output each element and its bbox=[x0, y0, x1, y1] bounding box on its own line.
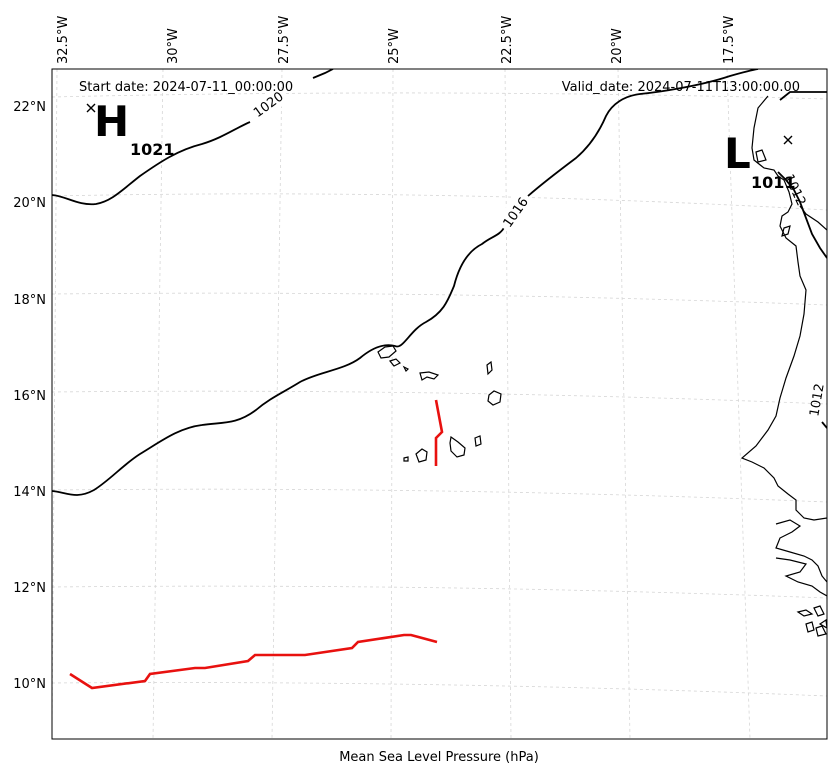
cape-verde-islands bbox=[377, 345, 502, 463]
track-segment-cape-verde bbox=[434, 399, 444, 466]
isobar-1012-coast bbox=[777, 171, 827, 259]
isobar-1020-north bbox=[312, 69, 334, 79]
lat-label-22n: 22°N bbox=[13, 100, 46, 115]
brava-island bbox=[403, 456, 409, 462]
isobar-1020 bbox=[52, 121, 251, 206]
lon-label-30w: 30°W bbox=[166, 28, 181, 64]
sao-nicolau-island bbox=[419, 371, 440, 381]
fogo-island bbox=[415, 448, 428, 463]
lat-label-16n: 16°N bbox=[13, 389, 46, 404]
graticule bbox=[52, 69, 827, 739]
lat-label-18n: 18°N bbox=[13, 293, 46, 308]
lat-label-20n: 20°N bbox=[13, 196, 46, 211]
low-center-marker bbox=[783, 135, 793, 145]
valid-date-label: Valid_date: 2024-07-11T13:00:00.00 bbox=[562, 80, 800, 95]
high-pressure-letter: H bbox=[94, 97, 129, 146]
lon-label-27-5w: 27.5°W bbox=[277, 16, 292, 64]
footer-label: Mean Sea Level Pressure (hPa) bbox=[339, 750, 539, 765]
isobar-1016-east bbox=[527, 69, 759, 197]
high-pressure-value: 1021 bbox=[130, 140, 175, 159]
lon-label-17-5w: 17.5°W bbox=[722, 16, 737, 64]
lon-label-32-5w: 32.5°W bbox=[56, 16, 71, 64]
santo-antao-island bbox=[377, 345, 397, 359]
isobar-label-1012-south: 1012 bbox=[807, 382, 828, 417]
santiago-island bbox=[449, 435, 466, 458]
sao-vicente-island bbox=[388, 358, 402, 367]
lon-label-22-5w: 22.5°W bbox=[500, 16, 515, 64]
longitude-labels: 32.5°W 30°W 27.5°W 25°W 22.5°W 20°W 17.5… bbox=[56, 16, 737, 64]
isobars bbox=[52, 69, 827, 496]
lat-label-10n: 10°N bbox=[13, 677, 46, 692]
low-pressure-value: 1011 bbox=[751, 173, 796, 192]
high-center-marker bbox=[86, 103, 96, 113]
start-date-label: Start date: 2024-07-11_00:00:00 bbox=[79, 80, 293, 95]
lat-label-12n: 12°N bbox=[13, 581, 46, 596]
isobar-1012-south bbox=[821, 421, 827, 429]
sal-island bbox=[486, 360, 493, 376]
track-segment-southern bbox=[69, 633, 438, 690]
low-pressure-letter: L bbox=[724, 129, 751, 178]
boa-vista-island bbox=[487, 390, 502, 406]
storm-track bbox=[69, 399, 444, 690]
isobar-1012-north bbox=[779, 91, 827, 101]
santa-luzia-island bbox=[402, 365, 410, 373]
isobar-1016 bbox=[52, 225, 506, 496]
maio-island bbox=[474, 435, 482, 447]
africa-coastline bbox=[740, 95, 827, 637]
latitude-labels: 22°N 20°N 18°N 16°N 14°N 12°N 10°N bbox=[13, 100, 46, 692]
lon-label-25w: 25°W bbox=[387, 28, 402, 64]
lat-label-14n: 14°N bbox=[13, 485, 46, 500]
lon-label-20w: 20°W bbox=[610, 28, 625, 64]
map-frame bbox=[51, 68, 828, 740]
